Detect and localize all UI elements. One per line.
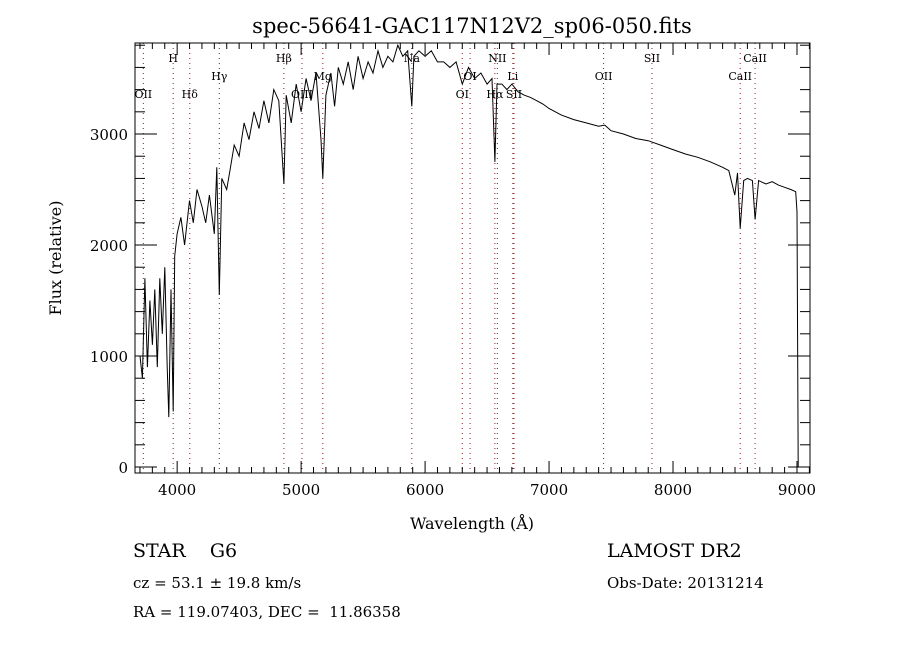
obs-date: Obs-Date: 20131214 — [607, 574, 764, 592]
line-marker-label: Hα — [486, 88, 504, 101]
survey-label: LAMOST DR2 — [607, 540, 742, 562]
y-tick-label: 2000 — [90, 237, 128, 255]
y-tick-label: 0 — [118, 459, 128, 477]
spectrum-line — [139, 43, 799, 468]
plot-frame — [134, 42, 811, 474]
line-marker-label: SII — [644, 52, 660, 65]
line-marker-label: NII — [488, 52, 506, 65]
line-marker-label: Hδ — [182, 88, 199, 101]
chart-title: spec-56641-GAC117N12V2_sp06-050.fits — [252, 14, 692, 38]
line-marker-label: OII — [134, 88, 152, 101]
line-marker-label: OII — [595, 70, 613, 83]
redshift-text: cz = 53.1 ± 19.8 km/s — [133, 574, 302, 592]
line-marker-label: CaII — [743, 52, 767, 65]
line-marker-label: OIII — [291, 88, 313, 101]
line-marker-label: SII — [506, 88, 522, 101]
coordinates-text: RA = 119.07403, DEC = 11.86358 — [133, 603, 401, 621]
line-marker-label: Na — [404, 52, 421, 65]
x-axis-label: Wavelength (Å) — [410, 513, 534, 533]
x-tick-label: 8000 — [654, 481, 692, 499]
object-class: STAR G6 — [133, 540, 238, 562]
line-marker-label: Mg — [314, 70, 332, 83]
line-marker-label: CaII — [728, 70, 752, 83]
line-marker-label: OI — [456, 88, 469, 101]
y-tick-label: 1000 — [90, 348, 128, 366]
x-tick-label: 9000 — [778, 481, 816, 499]
line-marker-label: Hγ — [211, 70, 228, 83]
x-tick-label: 5000 — [282, 481, 320, 499]
y-axis-label: Flux (relative) — [46, 201, 65, 316]
line-marker-label: Hβ — [276, 52, 292, 65]
line-marker-label: Li — [507, 70, 518, 83]
x-tick-label: 4000 — [158, 481, 196, 499]
line-marker-label: H — [168, 52, 178, 65]
y-tick-label: 3000 — [90, 126, 128, 144]
x-tick-label: 6000 — [406, 481, 444, 499]
x-tick-label: 7000 — [530, 481, 568, 499]
